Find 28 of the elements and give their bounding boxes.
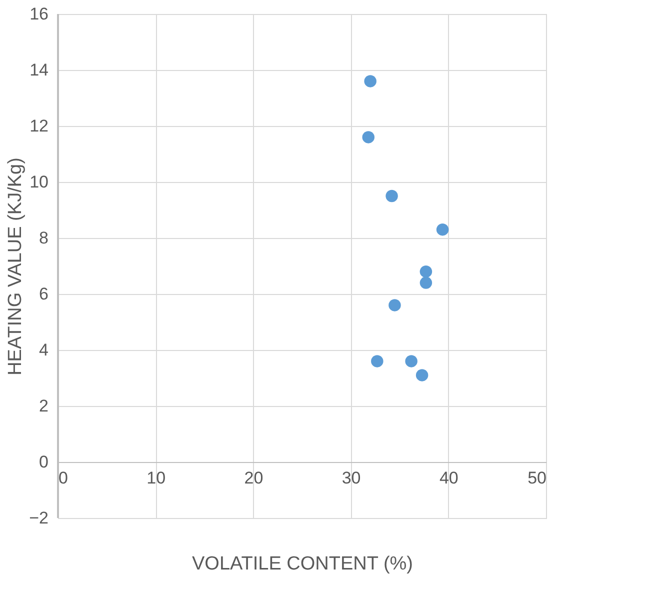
x-tick-label: 40: [439, 468, 458, 488]
point: [371, 355, 384, 368]
point: [436, 223, 449, 236]
point: [362, 131, 374, 144]
y-tick-label: 6: [39, 284, 48, 304]
x-tick-label: 10: [146, 468, 166, 488]
point: [386, 190, 398, 202]
point: [420, 276, 432, 289]
x-tick-label: 20: [244, 468, 264, 488]
x-tick-label: 50: [528, 468, 546, 488]
point: [416, 369, 428, 382]
x-axis-title: VOLATILE CONTENT (%): [192, 554, 413, 574]
y-tick-label: 8: [39, 228, 48, 248]
y-axis-title: HEATING VALUE (KJ/Kg): [5, 158, 26, 376]
point: [388, 299, 401, 312]
y-tick-label: 2: [39, 396, 48, 416]
y-tick-label: 4: [39, 340, 48, 360]
point: [364, 75, 376, 88]
y-tick-label: 0: [39, 452, 48, 472]
y-tick-label: −2: [29, 508, 48, 528]
y-tick-label: 16: [30, 4, 48, 24]
x-tick-label: 30: [342, 468, 361, 488]
y-tick-label: 12: [30, 116, 48, 136]
y-tick-label: 10: [30, 172, 48, 192]
x-tick-label: 0: [58, 468, 68, 488]
point: [420, 265, 432, 278]
point: [405, 355, 418, 368]
y-tick-label: 14: [30, 60, 48, 80]
